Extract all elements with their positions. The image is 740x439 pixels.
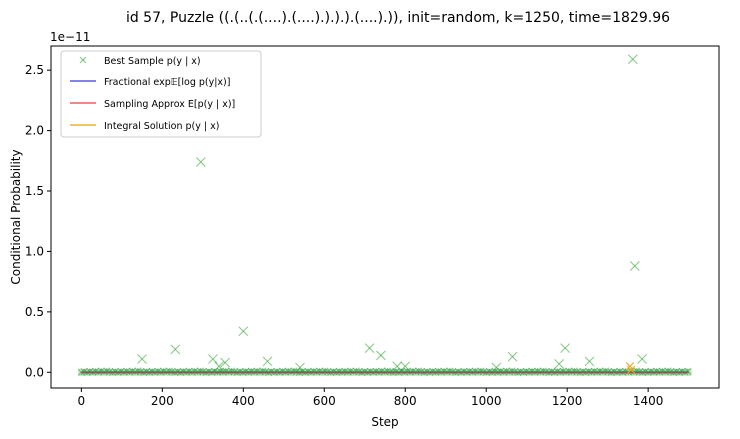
x-tick-label: 1400	[633, 394, 664, 408]
data-point	[627, 54, 638, 65]
best-sample-points	[137, 54, 647, 373]
data-point	[637, 354, 647, 364]
plot-area	[77, 54, 692, 376]
data-point	[507, 351, 518, 362]
x-tick-label: 800	[394, 394, 417, 408]
x-tick-label: 1000	[471, 394, 502, 408]
y-axis: 0.0 0.5 1.0 1.5 2.0 2.5	[25, 63, 51, 379]
x-tick-label: 600	[313, 394, 336, 408]
data-point	[238, 326, 249, 337]
data-point	[262, 356, 273, 367]
data-point	[400, 361, 411, 372]
chart-title: id 57, Puzzle ((.(..(.(....).(....).).).…	[126, 10, 670, 26]
y-tick-label: 1.5	[25, 184, 44, 198]
data-point	[629, 261, 640, 271]
y-tick-label: 1.0	[25, 244, 44, 258]
data-point	[554, 358, 564, 369]
data-point	[626, 365, 636, 375]
integral-solution-points	[625, 362, 636, 375]
data-point	[364, 343, 375, 354]
x-axis-label: Step	[371, 415, 398, 429]
data-point	[137, 354, 147, 364]
legend-label-best-sample: Best Sample p(y | x)	[104, 56, 201, 67]
y-tick-label: 2.0	[25, 124, 44, 138]
legend-marker-best-sample	[79, 56, 87, 64]
data-point	[170, 344, 181, 355]
data-point	[214, 361, 224, 372]
data-point	[392, 361, 403, 372]
x-tick-label: 1200	[552, 394, 583, 408]
data-point	[376, 350, 386, 361]
y-tick-label: 0.5	[25, 305, 44, 319]
axes-frame	[50, 45, 720, 389]
data-point	[208, 354, 218, 364]
x-tick-label: 200	[151, 394, 174, 408]
y-offset-text: 1e−11	[50, 30, 90, 44]
legend-label-fractional: Fractional exp𝔼[log p(y|x)]	[104, 77, 230, 88]
y-tick-label: 0.0	[25, 365, 44, 379]
x-tick-label: 400	[232, 394, 255, 408]
data-point	[491, 362, 502, 373]
x-axis: 0 200 400 600 800 1000 1200 1400	[78, 388, 664, 408]
y-axis-label: Conditional Probability	[9, 149, 23, 284]
data-point	[220, 357, 230, 368]
data-point	[560, 343, 571, 354]
y-tick-label: 2.5	[25, 63, 44, 77]
data-point	[195, 157, 206, 167]
legend-label-integral: Integral Solution p(y | x)	[104, 121, 219, 132]
x-tick-label: 0	[78, 394, 86, 408]
data-point	[295, 362, 305, 373]
legend-label-sampling: Sampling Approx E[p(y | x)]	[104, 99, 235, 110]
data-point	[584, 356, 595, 367]
legend: Best Sample p(y | x) Fractional exp𝔼[log…	[60, 50, 262, 138]
legend-box	[60, 50, 262, 138]
